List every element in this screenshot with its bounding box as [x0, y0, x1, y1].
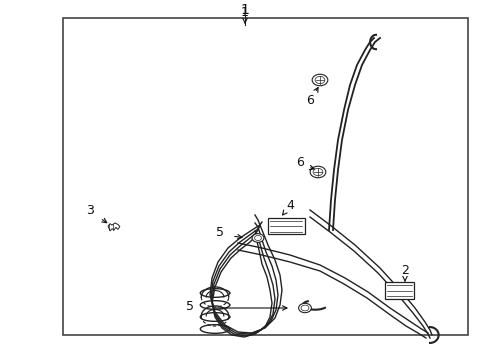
Text: 1: 1: [241, 3, 249, 17]
Text: 1: 1: [241, 5, 249, 18]
FancyBboxPatch shape: [268, 218, 305, 234]
Circle shape: [310, 166, 326, 178]
Text: 6: 6: [296, 156, 304, 168]
Text: 6: 6: [306, 94, 314, 107]
Text: 5: 5: [216, 225, 224, 239]
Text: 4: 4: [286, 198, 294, 212]
Text: 3: 3: [86, 203, 94, 216]
Polygon shape: [108, 223, 120, 231]
Text: 5: 5: [186, 301, 194, 314]
Bar: [63, 18, 468, 335]
FancyBboxPatch shape: [385, 282, 415, 299]
Text: 2: 2: [401, 264, 409, 276]
Circle shape: [301, 305, 309, 311]
Circle shape: [315, 76, 325, 84]
Circle shape: [298, 303, 311, 313]
Circle shape: [255, 235, 262, 240]
Circle shape: [252, 234, 264, 242]
Circle shape: [312, 74, 328, 86]
Circle shape: [313, 168, 323, 176]
